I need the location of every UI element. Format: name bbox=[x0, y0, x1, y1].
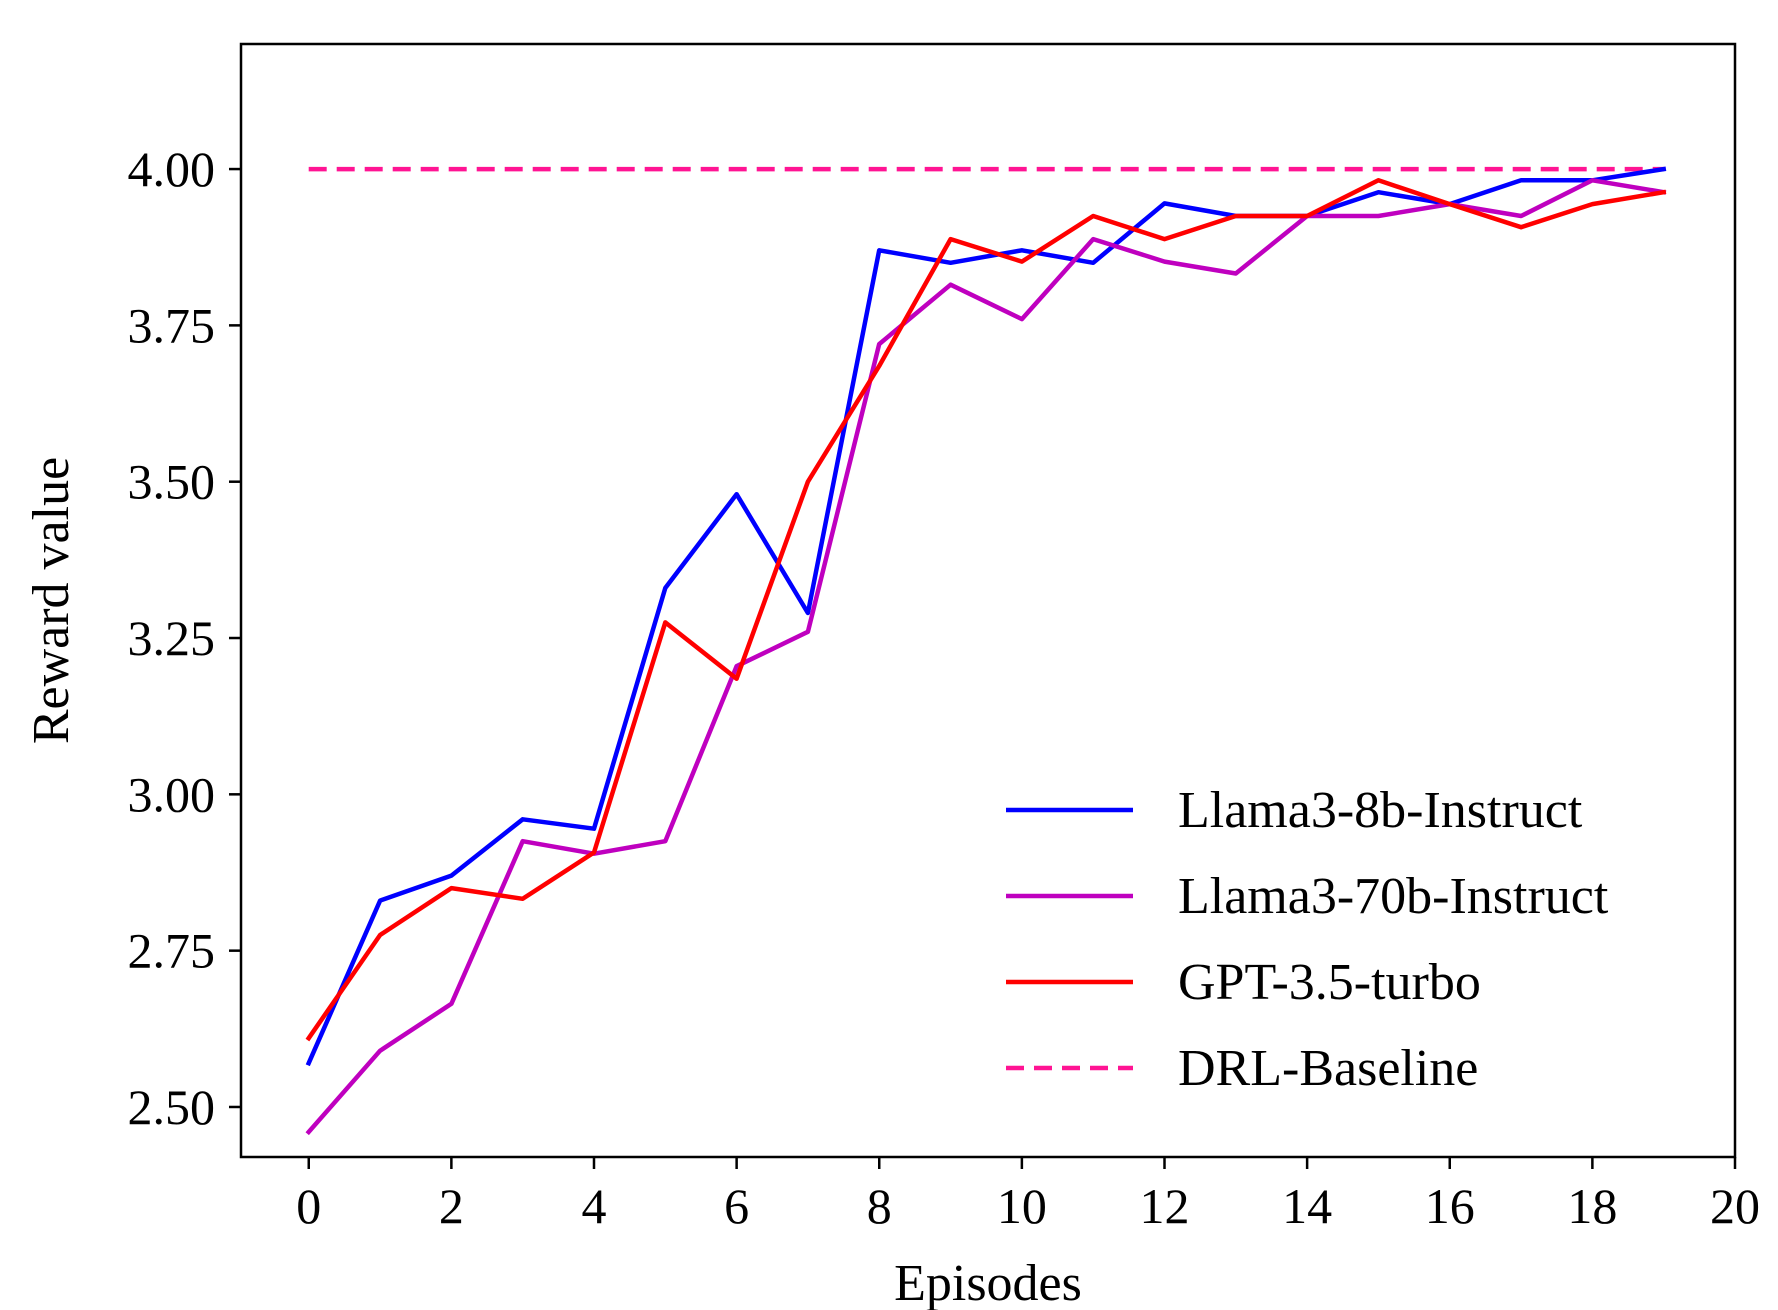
x-tick-label: 18 bbox=[1567, 1178, 1617, 1234]
series-layer bbox=[305, 166, 1667, 1136]
x-tick-label: 10 bbox=[997, 1178, 1047, 1234]
y-tick-label: 3.75 bbox=[128, 297, 216, 353]
legend-label: Llama3-8b-Instruct bbox=[1178, 782, 1583, 839]
y-axis-label: Reward value bbox=[23, 457, 80, 744]
y-tick-label: 3.00 bbox=[128, 766, 216, 822]
series-line-llama3-70b-instruct bbox=[305, 178, 1667, 1136]
x-tick-label: 8 bbox=[867, 1178, 892, 1234]
legend: Llama3-8b-Instruct Llama3-70b-Instruct GPT… bbox=[1006, 782, 1609, 1097]
legend-label: DRL-Baseline bbox=[1178, 1040, 1478, 1097]
y-tick-label: 4.00 bbox=[128, 141, 216, 197]
y-axis-ticks: 2.50 2.75 3.00 3.25 3.50 3.75 4.00 bbox=[128, 141, 241, 1135]
y-tick-label: 3.50 bbox=[128, 454, 216, 510]
x-tick-label: 4 bbox=[581, 1178, 606, 1234]
legend-label: GPT-3.5-turbo bbox=[1178, 954, 1481, 1011]
x-tick-label: 2 bbox=[439, 1178, 464, 1234]
legend-label: Llama3-70b-Instruct bbox=[1178, 868, 1609, 925]
x-tick-label: 16 bbox=[1425, 1178, 1475, 1234]
y-tick-label: 2.75 bbox=[128, 923, 216, 979]
y-tick-label: 3.25 bbox=[128, 610, 216, 666]
x-axis-ticks: 0 2 4 6 8 10 12 14 16 18 20 bbox=[296, 1157, 1760, 1234]
x-tick-label: 6 bbox=[724, 1178, 749, 1234]
x-tick-label: 20 bbox=[1710, 1178, 1760, 1234]
x-tick-label: 14 bbox=[1282, 1178, 1332, 1234]
x-tick-label: 0 bbox=[296, 1178, 321, 1234]
series-line-gpt-3-5-turbo bbox=[305, 178, 1667, 1042]
x-axis-label: Episodes bbox=[894, 1255, 1082, 1310]
y-tick-label: 2.50 bbox=[128, 1079, 216, 1135]
x-tick-label: 12 bbox=[1139, 1178, 1189, 1234]
plot-frame bbox=[239, 42, 1737, 1159]
